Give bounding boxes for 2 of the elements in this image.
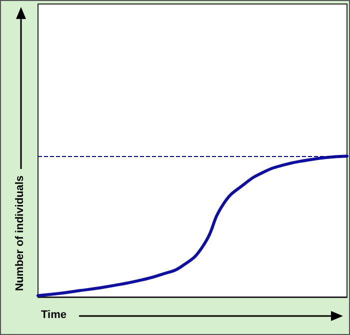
y-axis-title: Number of individuals <box>14 175 26 291</box>
x-axis-title: Time <box>41 309 66 321</box>
